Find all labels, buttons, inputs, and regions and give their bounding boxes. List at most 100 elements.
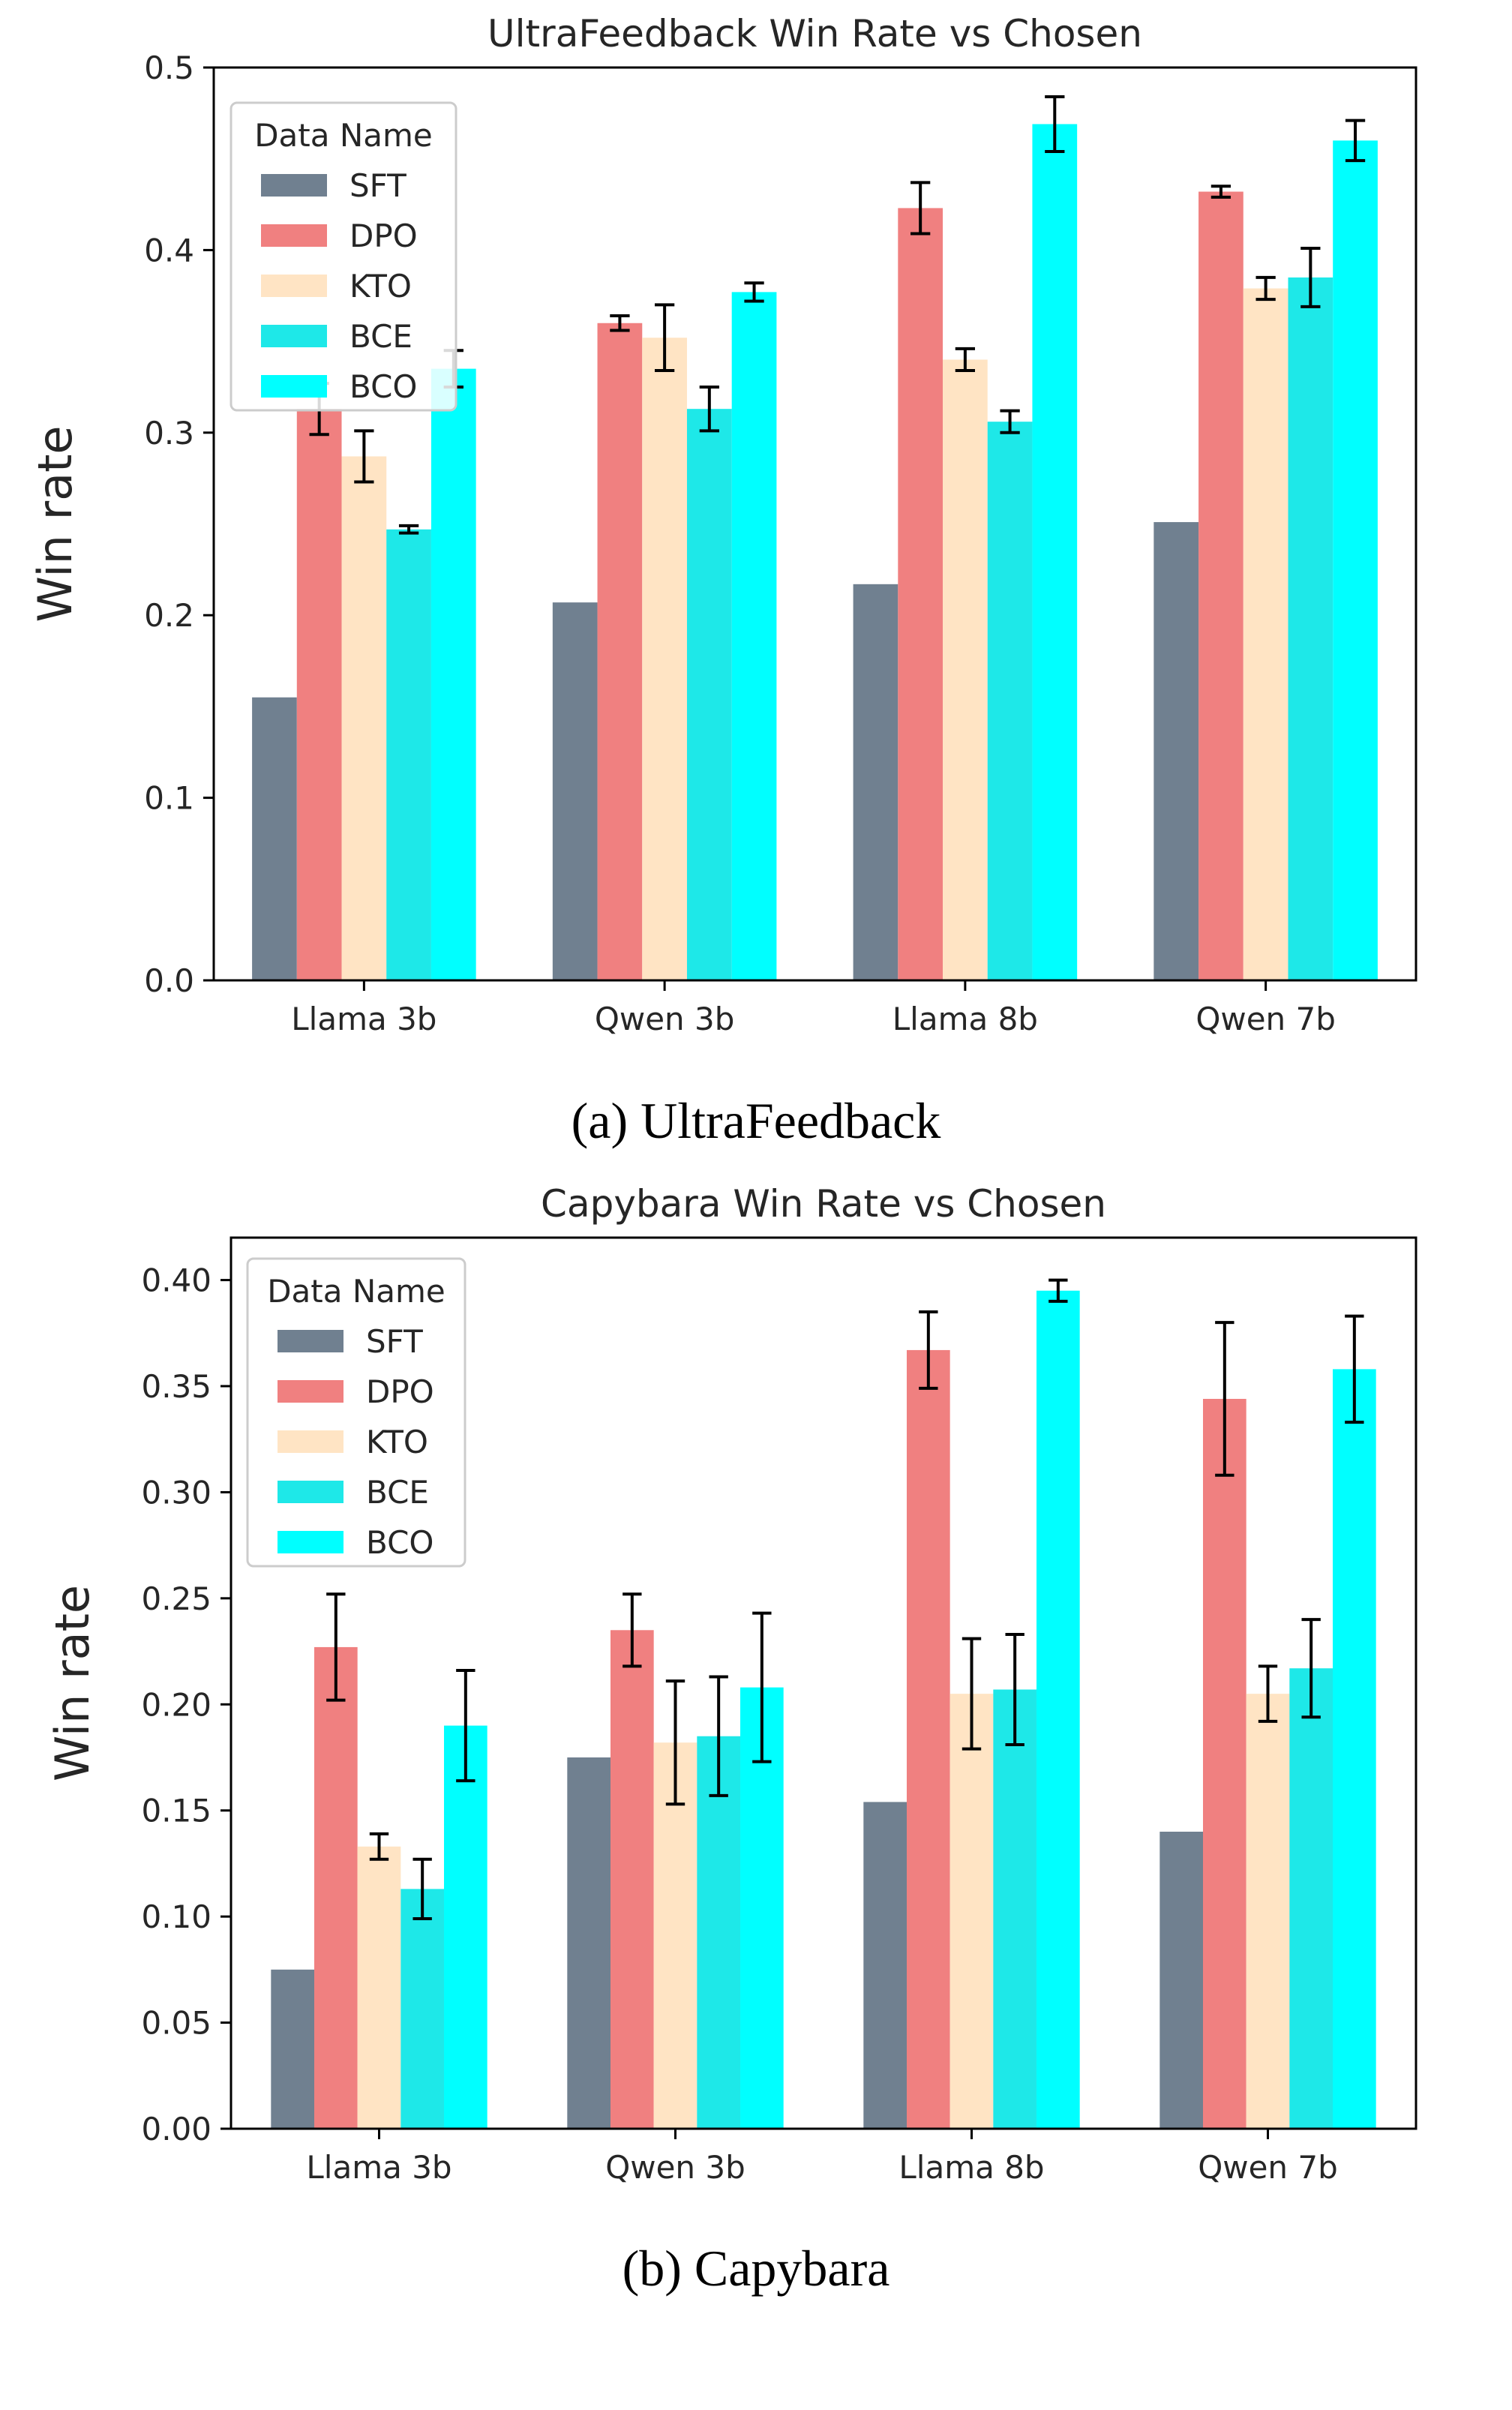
error-bar [699, 385, 719, 433]
legend-swatch-bce [278, 1481, 344, 1503]
error-bar [1258, 1664, 1278, 1723]
bar-sft-llama-8b [863, 1802, 907, 2129]
plot-frame [212, 66, 1418, 982]
bar-bce-llama-8b [987, 422, 1033, 980]
x-tick-label: Qwen 3b [605, 2149, 746, 2186]
error-bar [622, 1592, 642, 1668]
error-bar [1215, 1321, 1234, 1477]
legend: Data Name SFT DPO KTO BCE BCO [230, 101, 458, 412]
x-tick-label: Llama 8b [892, 1001, 1038, 1037]
bar-kto-llama-8b [950, 1694, 994, 2129]
error-bar [919, 1310, 938, 1390]
legend-label: KTO [366, 1424, 428, 1460]
error-bar [910, 181, 931, 236]
bar-sft-llama-3b [252, 697, 297, 980]
error-bar [398, 524, 419, 535]
y-tick-label: 0.1 [144, 780, 194, 817]
error-bar [1210, 185, 1232, 199]
error-bar [1045, 95, 1065, 153]
error-bar [610, 314, 630, 332]
bar-bco-llama-8b [1036, 1290, 1080, 2129]
bar-kto-qwen-7b [1246, 1694, 1290, 2129]
bar-sft-qwen-3b [552, 602, 598, 980]
y-tick-label: 0.05 [141, 2005, 212, 2042]
bar-bco-qwen-7b [1333, 140, 1378, 981]
bar-sft-qwen-7b [1154, 522, 1199, 980]
y-tick-label: 0.25 [141, 1580, 212, 1617]
bar-dpo-llama-3b [314, 1646, 358, 2129]
error-bar [1345, 1314, 1364, 1424]
legend-item-sft: SFT [261, 167, 406, 204]
bar-bce-qwen-3b [686, 409, 732, 980]
bar-bce-llama-3b [386, 529, 431, 980]
bar-bce-qwen-7b [1289, 1668, 1334, 2129]
bar-bce-llama-3b [400, 1889, 445, 2129]
bar-kto-llama-3b [341, 456, 387, 980]
bar-dpo-llama-8b [898, 208, 944, 981]
error-bar [326, 1592, 346, 1702]
legend-swatch-bco [278, 1531, 344, 1553]
legend-item-bco: BCO [278, 1524, 434, 1561]
bar-bco-llama-8b [1032, 124, 1078, 981]
error-bar [1345, 119, 1366, 163]
legend-item-bce: BCE [261, 318, 412, 355]
chart-capybara: Capybara Win Rate vs Chosen Llama 3b Qwen … [0, 1178, 1512, 2250]
legend-item-dpo: DPO [278, 1373, 434, 1410]
y-tick-label: 0.20 [141, 1686, 212, 1723]
legend-item-sft: SFT [278, 1323, 423, 1360]
chart-title: UltraFeedback Win Rate vs Chosen [488, 12, 1142, 56]
bar-bco-qwen-3b [731, 292, 777, 981]
bar-bce-qwen-7b [1288, 277, 1334, 980]
bar-bco-llama-3b [444, 1725, 488, 2129]
y-tick-label: 0.4 [144, 232, 194, 269]
bar-sft-llama-8b [853, 584, 898, 980]
legend-swatch-sft [261, 174, 327, 197]
caption-capybara: (b) Capybara [622, 2240, 890, 2297]
y-axis-label: Win rate [28, 425, 82, 622]
bar-kto-llama-8b [943, 359, 988, 980]
legend-swatch-dpo [261, 224, 327, 247]
error-bar [709, 1675, 728, 1797]
y-tick-label: 0.15 [141, 1793, 212, 1829]
y-tick-label: 0.40 [141, 1262, 212, 1299]
bar-bce-llama-8b [993, 1689, 1037, 2129]
bar-kto-qwen-7b [1243, 288, 1288, 980]
y-tick-label: 0.30 [141, 1474, 212, 1511]
error-bar [1005, 1632, 1024, 1747]
legend-label: BCE [366, 1474, 429, 1511]
legend-swatch-dpo [278, 1380, 344, 1403]
chart-ultrafeedback: UltraFeedback Win Rate vs Chosen Llama 3b… [0, 0, 1512, 1073]
y-tick-label: 0.5 [144, 50, 194, 86]
error-bar [1256, 275, 1276, 302]
error-bar [1048, 1278, 1068, 1303]
y-tick-label: 0.10 [141, 1898, 212, 1935]
caption-ultrafeedback: (a) UltraFeedback [571, 1092, 941, 1149]
error-bar [744, 281, 764, 303]
error-bar [1000, 409, 1020, 434]
y-tick-label: 0.0 [144, 962, 194, 999]
legend-label: DPO [350, 218, 418, 254]
x-tick-label: Llama 8b [898, 2149, 1044, 2186]
x-tick-label: Llama 3b [291, 1001, 436, 1037]
bar-kto-qwen-3b [653, 1742, 698, 2129]
error-bar [1301, 1618, 1321, 1719]
plot-frame [230, 1236, 1418, 2130]
bar-dpo-qwen-7b [1202, 1398, 1246, 2129]
legend-item-kto: KTO [261, 268, 412, 305]
chart-capybara-svg: Capybara Win Rate vs Chosen Llama 3b Qwen … [45, 1182, 1418, 2186]
legend-title: Data Name [254, 117, 433, 154]
legend-label: SFT [366, 1323, 423, 1360]
legend-label: DPO [366, 1373, 434, 1410]
bar-sft-llama-3b [271, 1969, 314, 2129]
error-bar [456, 1669, 476, 1783]
legend-title: Data Name [267, 1273, 446, 1310]
legend-item-bce: BCE [278, 1474, 429, 1511]
x-tick-label: Qwen 7b [1196, 1001, 1336, 1037]
legend-label: BCO [366, 1524, 434, 1561]
legend-label: SFT [350, 167, 406, 204]
x-tick-label: Llama 3b [306, 2149, 452, 2186]
bar-dpo-llama-3b [296, 409, 342, 980]
x-tick-label: Qwen 7b [1198, 2149, 1338, 2186]
chart-title: Capybara Win Rate vs Chosen [541, 1182, 1106, 1226]
error-bar [665, 1679, 686, 1806]
